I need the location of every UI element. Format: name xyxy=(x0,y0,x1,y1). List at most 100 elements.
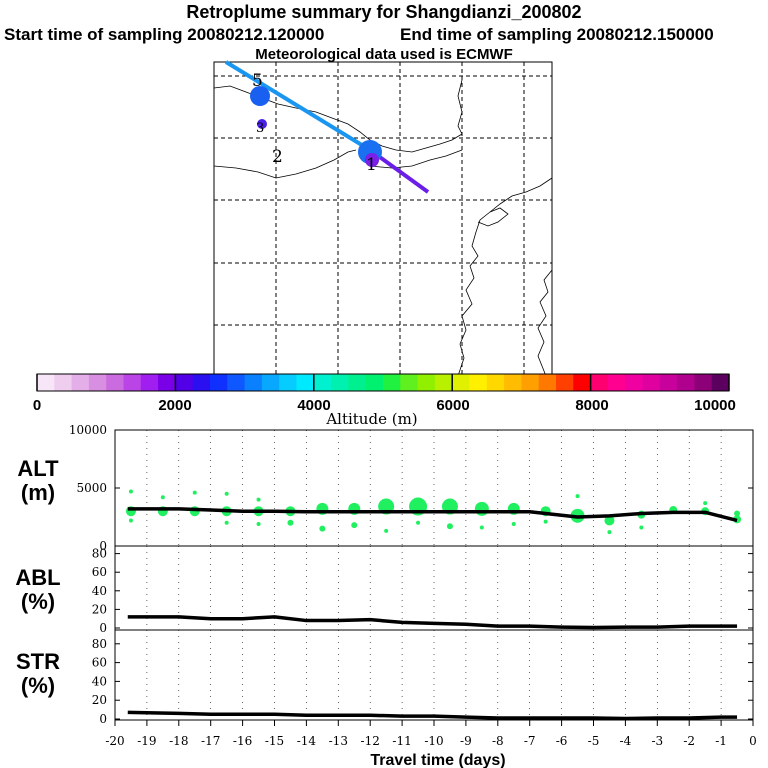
met-data-label: Meteorological data used is ECMWF xyxy=(255,46,513,63)
data-point xyxy=(256,497,261,502)
series-line xyxy=(127,710,738,721)
colorbar-cell xyxy=(659,374,678,391)
colorbar-cell xyxy=(694,374,713,391)
data-point xyxy=(384,528,389,533)
x-tick-label: -18 xyxy=(169,734,188,748)
data-point xyxy=(703,501,708,506)
cluster-label: 5 xyxy=(252,71,263,91)
colorbar-cell xyxy=(279,374,297,391)
colorbar-cell xyxy=(642,374,661,391)
colorbar-tick-label: 0 xyxy=(33,397,41,414)
data-point xyxy=(416,520,421,525)
colorbar-cell xyxy=(504,374,522,391)
colorbar-tick-label: 4000 xyxy=(297,397,330,414)
colorbar-cell xyxy=(607,374,626,391)
y-tick-label: 40 xyxy=(92,674,107,688)
colorbar-cell xyxy=(140,374,159,391)
y-tick-label: 10000 xyxy=(69,423,107,437)
colorbar-axis-label: Altitude (m) xyxy=(325,410,417,428)
panel-str: 0 20 40 60 80 xyxy=(92,630,753,726)
y-tick-label: 60 xyxy=(92,565,107,579)
x-tick-label: -3 xyxy=(651,734,663,748)
cluster-label: 1 xyxy=(366,155,377,175)
colorbar-cell xyxy=(37,374,55,391)
x-tick-label: -8 xyxy=(492,734,504,748)
colorbar-cell xyxy=(521,374,540,391)
y-tick-label: 20 xyxy=(92,693,107,707)
x-tick-label: -20 xyxy=(105,734,124,748)
y-tick-label: 80 xyxy=(92,547,107,561)
trajectory-cluster-markers xyxy=(250,86,382,167)
x-tick-label: -13 xyxy=(329,734,348,748)
data-point xyxy=(128,518,133,523)
colorbar-cell xyxy=(175,374,194,391)
chart-title: Retroplume summary for Shangdianzi_20080… xyxy=(186,2,582,22)
colorbar-cell xyxy=(192,374,211,391)
colorbar-cell xyxy=(677,374,695,391)
colorbar-cell xyxy=(365,374,384,391)
colorbar-cell xyxy=(711,374,730,391)
start-time-label: Start time of sampling 20080212.120000 xyxy=(4,25,325,44)
data-point xyxy=(479,525,484,530)
x-tick-label: -17 xyxy=(201,734,220,748)
data-point xyxy=(287,519,294,526)
colorbar-tick-label: 10000 xyxy=(694,397,736,414)
trajectory-path-cyan xyxy=(224,60,372,152)
map-frame xyxy=(213,61,553,377)
colorbar-cell xyxy=(538,374,557,391)
colorbar-cell xyxy=(400,374,419,391)
colorbar-cell xyxy=(469,374,488,391)
y-tick-label: 0 xyxy=(99,539,107,553)
data-point xyxy=(128,489,133,494)
colorbar-cell xyxy=(331,374,349,391)
x-tick-label: -10 xyxy=(424,734,443,748)
colorbar-tick-label: 6000 xyxy=(436,397,469,414)
x-tick-label: -5 xyxy=(588,734,600,748)
cluster-label: 2 xyxy=(272,147,283,167)
colorbar-cell xyxy=(573,374,592,391)
colorbar-tick-label: 2000 xyxy=(158,397,191,414)
cluster-marker xyxy=(250,86,270,106)
x-tick-label: -1 xyxy=(715,734,727,748)
data-point xyxy=(224,491,229,496)
x-axis-label: Travel time (days) xyxy=(370,752,505,768)
x-tick-label: -4 xyxy=(620,734,632,748)
colorbar-cell xyxy=(383,374,401,391)
y-tick-label: 0 xyxy=(99,712,107,726)
colorbar-cell xyxy=(88,374,107,391)
data-point xyxy=(474,501,489,516)
colorbar-cell xyxy=(452,374,470,391)
x-tick-label: -9 xyxy=(460,734,472,748)
y-tick-label: 60 xyxy=(92,656,107,670)
x-tick-label: -12 xyxy=(361,734,380,748)
x-tick-label: -14 xyxy=(297,734,317,748)
x-tick-label: -16 xyxy=(233,734,252,748)
colorbar-cell xyxy=(296,374,315,391)
colorbar-cell xyxy=(227,374,246,391)
data-point xyxy=(256,521,261,526)
alt-panel-frame xyxy=(114,429,754,547)
x-axis: -20 -19 -18 -17 -16 -15 -14 -13 -12 -11 -10 -9 -8 -7-… xyxy=(105,720,757,748)
str-panel-frame xyxy=(114,629,754,721)
colorbar-cell xyxy=(123,374,142,391)
map-graticule xyxy=(214,62,552,376)
data-point xyxy=(192,490,197,495)
colorbar-cell xyxy=(417,374,436,391)
colorbar-cell xyxy=(486,374,505,391)
colorbar-ticks xyxy=(36,374,730,391)
alt-panel-label: ALT xyxy=(17,456,59,481)
alt-panel-unit: (m) xyxy=(21,480,55,505)
abl-panel-unit: (%) xyxy=(21,589,55,614)
colorbar-cell xyxy=(261,374,280,391)
x-tick-label: -7 xyxy=(524,734,536,748)
data-point xyxy=(543,519,548,524)
data-point xyxy=(734,510,741,517)
y-tick-label: 20 xyxy=(92,602,107,616)
cluster-marker xyxy=(365,153,379,167)
x-tick-label: 0 xyxy=(749,734,757,748)
data-point xyxy=(511,521,516,526)
panel-labels: ALT (m) ABL (%) STR (%) xyxy=(15,456,60,698)
y-tick-label: 0 xyxy=(99,621,107,635)
colorbar-tick-label: 8000 xyxy=(575,397,608,414)
